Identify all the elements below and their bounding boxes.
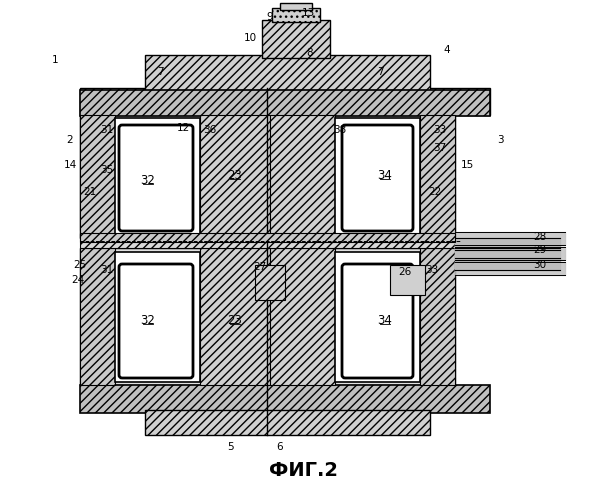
Bar (280, 3, 312, 10)
Bar (80, 115, 200, 230)
Text: 33: 33 (425, 265, 438, 275)
Text: 6: 6 (276, 442, 283, 452)
FancyBboxPatch shape (119, 125, 193, 231)
Bar (145, 410, 430, 435)
Text: 8: 8 (307, 48, 313, 58)
Text: 32: 32 (141, 313, 155, 326)
Bar (270, 248, 455, 385)
Bar (272, 8, 320, 22)
FancyBboxPatch shape (342, 264, 413, 378)
Text: 7: 7 (157, 67, 163, 77)
Text: 28: 28 (533, 232, 547, 242)
Text: 27: 27 (253, 262, 267, 272)
Text: 14: 14 (63, 160, 77, 170)
Text: 30: 30 (533, 260, 546, 270)
Text: 22: 22 (428, 187, 442, 197)
Bar (95, 125, 190, 220)
Text: 7: 7 (377, 67, 383, 77)
Text: 10: 10 (244, 33, 256, 43)
Text: 24: 24 (71, 275, 85, 285)
Bar (335, 118, 420, 235)
FancyBboxPatch shape (119, 264, 193, 378)
Text: 38: 38 (333, 125, 347, 135)
Text: 34: 34 (378, 169, 392, 182)
Text: ФИГ.2: ФИГ.2 (270, 461, 339, 480)
Bar (80, 90, 490, 116)
Bar (80, 385, 490, 413)
Text: 31: 31 (100, 125, 114, 135)
Text: 5: 5 (227, 442, 233, 452)
Text: 35: 35 (100, 165, 114, 175)
Text: 3: 3 (497, 135, 503, 145)
Text: 2: 2 (67, 135, 73, 145)
Bar (270, 248, 335, 385)
Bar (200, 248, 270, 385)
Bar (80, 248, 265, 385)
Text: 33: 33 (434, 125, 446, 135)
Text: 32: 32 (141, 174, 155, 187)
Text: 26: 26 (398, 267, 412, 277)
Bar (262, 20, 330, 58)
Bar (335, 252, 420, 382)
Text: 15: 15 (460, 160, 474, 170)
Text: 1: 1 (52, 55, 58, 65)
Text: 23: 23 (228, 169, 242, 182)
Text: 23: 23 (228, 313, 242, 326)
Bar (80, 248, 115, 385)
Text: 37: 37 (434, 143, 446, 153)
Text: 13: 13 (301, 8, 315, 18)
Bar (315, 125, 415, 220)
Bar (310, 115, 430, 230)
Bar (270, 115, 335, 238)
Text: 29: 29 (533, 245, 547, 255)
Bar (80, 233, 455, 242)
Bar (255, 265, 285, 300)
FancyBboxPatch shape (342, 125, 413, 231)
Text: 21: 21 (83, 187, 97, 197)
Text: 9: 9 (267, 12, 273, 22)
Bar (80, 234, 455, 248)
Bar (115, 252, 200, 382)
Text: 4: 4 (444, 45, 450, 55)
Bar (80, 115, 265, 238)
Bar (270, 115, 455, 238)
Bar (420, 248, 455, 385)
Text: 31: 31 (100, 265, 114, 275)
Text: 34: 34 (378, 313, 392, 326)
Bar (115, 118, 200, 235)
Bar (390, 265, 425, 295)
Bar (420, 115, 455, 238)
Text: 25: 25 (73, 260, 86, 270)
Bar (200, 115, 270, 238)
Bar (145, 55, 430, 92)
Text: 12: 12 (177, 123, 189, 133)
Text: 36: 36 (203, 125, 217, 135)
Bar (80, 88, 490, 115)
Bar (80, 115, 115, 238)
